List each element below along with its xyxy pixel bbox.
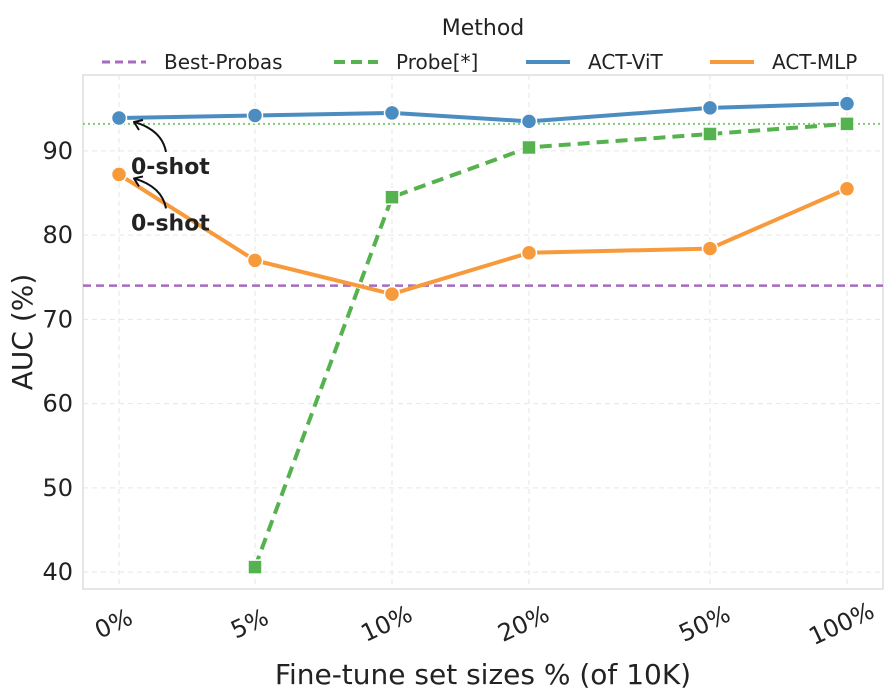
x-tick-label-20: 20% [494, 600, 554, 648]
marker-act-mlp-5 [246, 252, 264, 269]
marker-act-vit-50 [701, 99, 719, 117]
marker-act-mlp-50 [701, 240, 719, 257]
marker-act-vit-100 [838, 95, 856, 112]
x-tick-label-10: 10% [357, 600, 417, 648]
marker-act-vit-10 [383, 104, 401, 122]
reference-lines [83, 122, 883, 287]
x-tick-label-100: 100% [805, 597, 879, 651]
legend-label-act-vit: ACT-ViT [588, 50, 664, 74]
grid [83, 75, 883, 589]
marker-act-mlp-20 [520, 244, 538, 262]
annotation-text-2: 0-shot [131, 211, 210, 236]
marker-act-mlp-10 [383, 285, 401, 303]
series-line-act-vit [118, 101, 848, 124]
marker-act-vit-0 [110, 109, 128, 127]
marker-probe-5 [247, 559, 263, 575]
marker-act-vit-5 [246, 107, 264, 124]
y-tick-label-60: 60 [42, 390, 73, 418]
marker-probe-10 [384, 189, 400, 205]
legend-label-probe: Probe[*] [396, 50, 478, 74]
marker-act-vit-20 [520, 113, 538, 130]
y-tick-label-50: 50 [42, 474, 73, 502]
annotations: 0-shot 0-shot [131, 118, 210, 236]
marker-probe-50 [702, 126, 718, 142]
legend-label-act-mlp: ACT-MLP [772, 50, 857, 74]
y-tick-label-80: 80 [42, 221, 73, 249]
x-axis-label: Fine-tune set sizes % (of 10K) [275, 658, 691, 691]
y-axis-label: AUC (%) [6, 274, 39, 391]
plot-area [82, 74, 884, 590]
legend-title: Method [442, 16, 525, 41]
x-tick-label-50: 50% [675, 600, 735, 648]
series-line-act-mlp [117, 172, 848, 297]
x-tick-label-0: 0% [90, 603, 136, 644]
annotation-arrow-2 [133, 177, 167, 209]
x-tick-label-5: 5% [226, 603, 272, 644]
legend: Method Best-Probas Probe[*] ACT-ViT ACT-… [102, 16, 857, 74]
series-markers [110, 95, 856, 575]
annotation-text-1: 0-shot [131, 155, 210, 180]
y-tick-label-40: 40 [42, 558, 73, 586]
legend-label-best-probas: Best-Probas [164, 50, 283, 74]
marker-act-mlp-0 [110, 166, 128, 183]
annotation-arrow-1 [133, 121, 167, 153]
y-tick-label-70: 70 [42, 305, 73, 333]
marker-probe-20 [521, 139, 537, 156]
annotation-arrowhead-2 [133, 175, 144, 187]
y-tick-label-90: 90 [42, 137, 73, 165]
annotation-arrowhead-1 [133, 118, 144, 131]
marker-act-mlp-100 [838, 180, 856, 198]
marker-probe-100 [839, 116, 855, 132]
